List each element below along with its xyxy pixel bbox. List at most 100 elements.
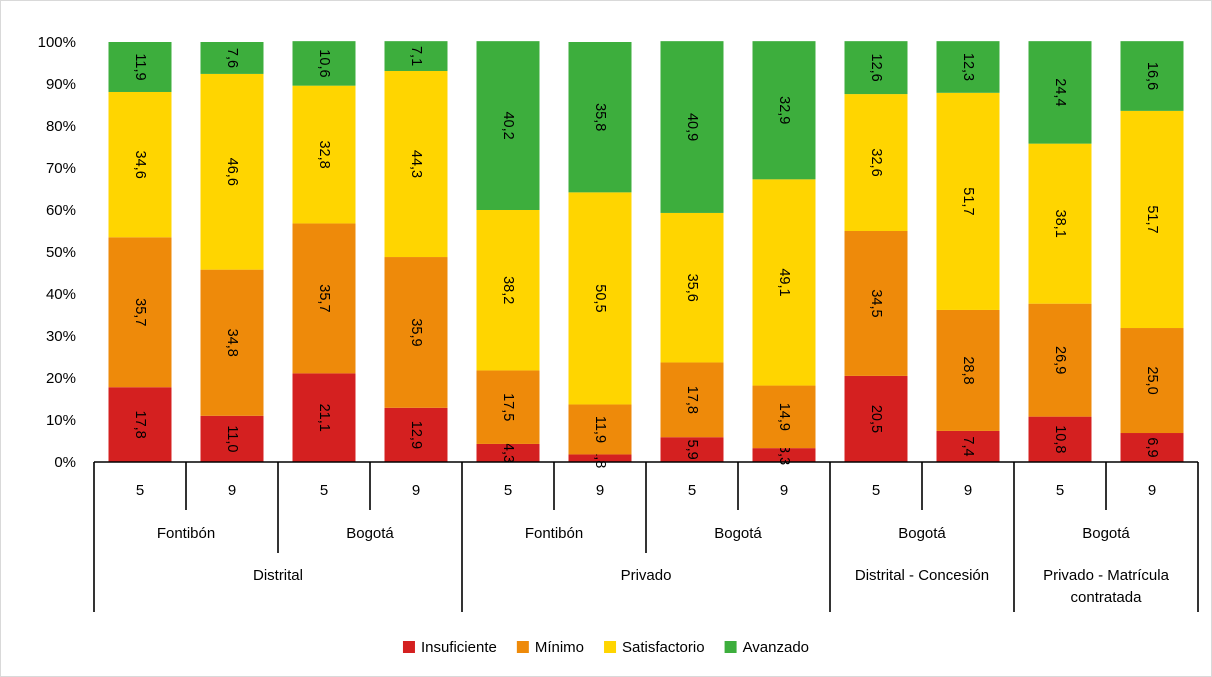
data-label: 35,9 (408, 318, 424, 346)
bar-segment-mínimo (384, 257, 448, 408)
bar-segment-insuficiente (476, 443, 540, 462)
bar-segment-insuficiente (292, 373, 356, 462)
group-level-1-label: Fontibón (157, 525, 215, 542)
group-level-1-label: Fontibón (525, 525, 583, 542)
category-label: 9 (596, 482, 604, 499)
data-label: 35,7 (316, 284, 332, 312)
group-level-2-label: Distrital (253, 567, 303, 584)
y-tick-label: 30% (46, 328, 76, 345)
bar-segment-avanzado (660, 41, 724, 213)
bar-segment-mínimo (1120, 328, 1184, 434)
data-label: 10,8 (1052, 425, 1068, 453)
bar-segment-satisfactorio (108, 91, 172, 238)
bar-segment-avanzado (292, 41, 356, 86)
bar-segment-insuficiente (568, 454, 632, 462)
group-level-1-label: Bogotá (1082, 525, 1130, 542)
y-tick-label: 100% (38, 34, 76, 51)
data-label: 35,7 (132, 298, 148, 326)
bar-segment-avanzado (384, 41, 448, 71)
bar-segment-satisfactorio (936, 92, 1000, 310)
data-label: 40,9 (684, 113, 700, 141)
group-level-2-label-line: contratada (1071, 589, 1143, 606)
data-label: 32,8 (316, 140, 332, 168)
y-tick-label: 40% (46, 286, 76, 303)
data-label: 17,5 (500, 393, 516, 421)
data-label: 17,8 (132, 411, 148, 439)
category-label: 9 (412, 482, 420, 499)
bar-segment-satisfactorio (568, 192, 632, 405)
group-level-2-label: Privado - Matrícula contratada (1043, 567, 1170, 606)
data-label: 49,1 (776, 268, 792, 296)
x-axis: 5 9 5 9 5 9 5 9 5 9 5 9 Fontibón Bogotá Fontibón Bogotá… (93, 461, 1199, 612)
y-tick-label: 10% (46, 412, 76, 429)
category-label: 5 (504, 482, 512, 499)
data-label: 11,0 (224, 425, 240, 452)
bar-segment-satisfactorio (292, 85, 356, 224)
data-label: 24,4 (1052, 78, 1068, 106)
bar-segment-avanzado (844, 41, 908, 95)
data-label: 26,9 (1052, 346, 1068, 374)
data-label: 35,6 (684, 274, 700, 302)
data-label: 7,4 (960, 436, 976, 456)
bar-segment-satisfactorio (1028, 143, 1092, 304)
data-label: 12,6 (868, 54, 884, 82)
data-label: 16,6 (1144, 62, 1160, 90)
data-label: 34,8 (224, 329, 240, 357)
data-label: 11,9 (132, 53, 148, 80)
data-label: 38,2 (500, 276, 516, 304)
bar-segment-insuficiente (752, 448, 816, 462)
bar-segment-insuficiente (200, 415, 264, 462)
legend-swatch (402, 641, 415, 653)
category-label: 5 (872, 482, 880, 499)
bar-segment-avanzado (200, 42, 264, 74)
group-level-1-label: Bogotá (898, 525, 946, 542)
y-tick-label: 90% (46, 76, 76, 93)
bar-segment-avanzado (752, 41, 816, 180)
group-level-1-label: Bogotá (714, 525, 762, 542)
y-tick-label: 20% (46, 370, 76, 387)
bar-segment-mínimo (936, 309, 1000, 431)
bar-segment-mínimo (568, 404, 632, 455)
category-label: 5 (688, 482, 696, 499)
bar-segment-satisfactorio (752, 179, 816, 386)
bar-segment-insuficiente (660, 437, 724, 462)
data-label: 6,9 (1144, 437, 1160, 457)
bar-segment-satisfactorio (844, 94, 908, 231)
category-label: 9 (964, 482, 972, 499)
bar-segment-avanzado (1120, 41, 1184, 111)
legend-label: Satisfactorio (622, 639, 705, 656)
bar-segment-insuficiente (384, 407, 448, 462)
data-label: 50,5 (592, 284, 608, 312)
category-label: 5 (1056, 482, 1064, 499)
data-label: 14,9 (776, 403, 792, 431)
bar-segment-mínimo (1028, 303, 1092, 417)
data-label: 21,1 (316, 404, 332, 432)
y-tick-label: 80% (46, 118, 76, 135)
data-label: 32,9 (776, 96, 792, 124)
bar-segment-insuficiente (108, 387, 172, 462)
bar-segment-avanzado (936, 41, 1000, 93)
data-label: 32,6 (868, 148, 884, 176)
y-axis: 0% 10% 20% 30% 40% 50% 60% 70% 80% 90% 100% (38, 34, 76, 471)
bar-segment-mínimo (660, 362, 724, 438)
data-label: 5,9 (684, 440, 700, 460)
bar-segment-mínimo (292, 223, 356, 374)
category-label: 5 (136, 482, 144, 499)
legend-label: Mínimo (535, 639, 584, 656)
bar-segment-insuficiente (1120, 433, 1184, 462)
y-tick-label: 70% (46, 160, 76, 177)
data-label: 34,6 (132, 151, 148, 179)
data-label: 20,5 (868, 405, 884, 433)
bar-segment-insuficiente (844, 375, 908, 462)
y-tick-label: 60% (46, 202, 76, 219)
data-label: 38,1 (1052, 210, 1068, 238)
y-tick-label: 0% (54, 454, 76, 471)
bar-segment-avanzado (568, 42, 632, 193)
group-level-2-label: Distrital - Concesión (855, 567, 989, 584)
data-label: 34,5 (868, 289, 884, 317)
bar-segment-satisfactorio (384, 70, 448, 258)
data-label: 4,3 (500, 443, 516, 463)
data-label: 10,6 (316, 49, 332, 77)
data-label: 28,8 (960, 356, 976, 384)
